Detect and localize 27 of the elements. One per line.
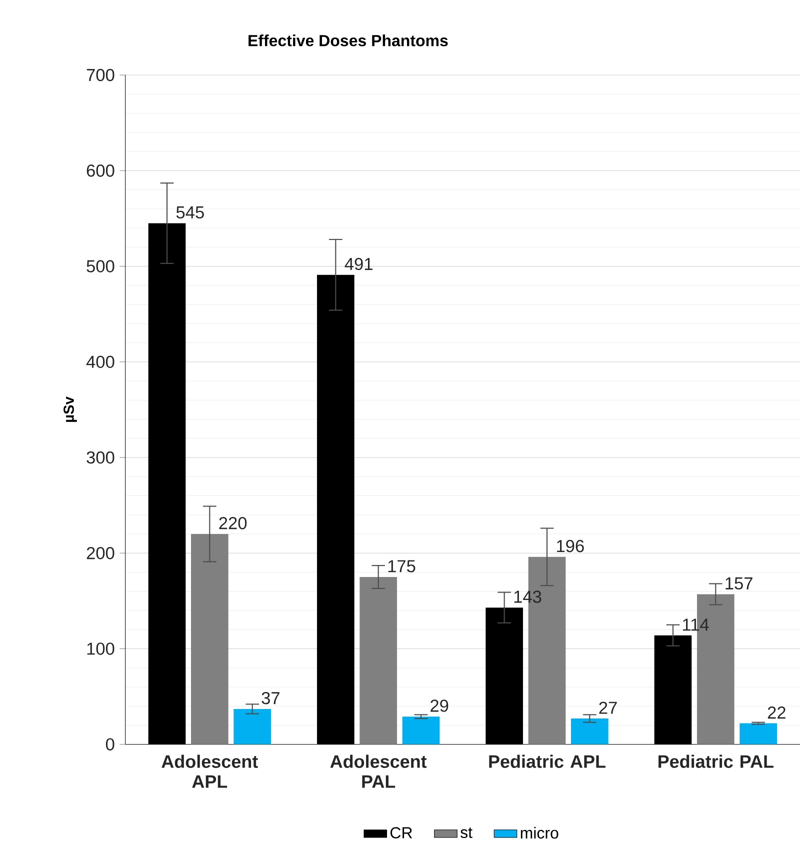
y-tick-label: 400 — [86, 356, 114, 368]
chart-title: Effective Doses Phantoms — [248, 34, 448, 46]
data-label: 545 — [176, 206, 204, 219]
data-label: 29 — [430, 700, 448, 712]
x-tick-label: Adolescent APL — [162, 754, 258, 788]
data-label: 491 — [344, 258, 372, 270]
data-label: 37 — [262, 692, 280, 704]
x-tick-label: Adolescent PAL — [330, 754, 427, 788]
y-tick-label: 600 — [86, 164, 114, 177]
y-tick-label: 0 — [106, 738, 114, 750]
x-tick-label: Pediatric APL — [489, 754, 606, 768]
y-tick-label: 500 — [86, 260, 114, 272]
y-tick-label: 700 — [86, 68, 114, 82]
y-tick-label: 200 — [86, 546, 114, 560]
y-tick-label: 300 — [86, 451, 114, 464]
data-label: 157 — [726, 577, 752, 590]
y-tick-label: 100 — [87, 642, 114, 655]
legend-label: micro — [520, 826, 558, 839]
legend-label: st — [460, 828, 472, 838]
legend-label: CR — [390, 827, 412, 838]
data-label: 27 — [599, 702, 617, 714]
x-tick-label: Pediatric PAL — [658, 754, 774, 768]
y-axis-title: µSv — [64, 396, 77, 422]
data-label: 196 — [557, 540, 584, 552]
data-label: 220 — [219, 516, 247, 530]
data-label: 175 — [388, 560, 416, 572]
data-label: 22 — [768, 706, 786, 719]
